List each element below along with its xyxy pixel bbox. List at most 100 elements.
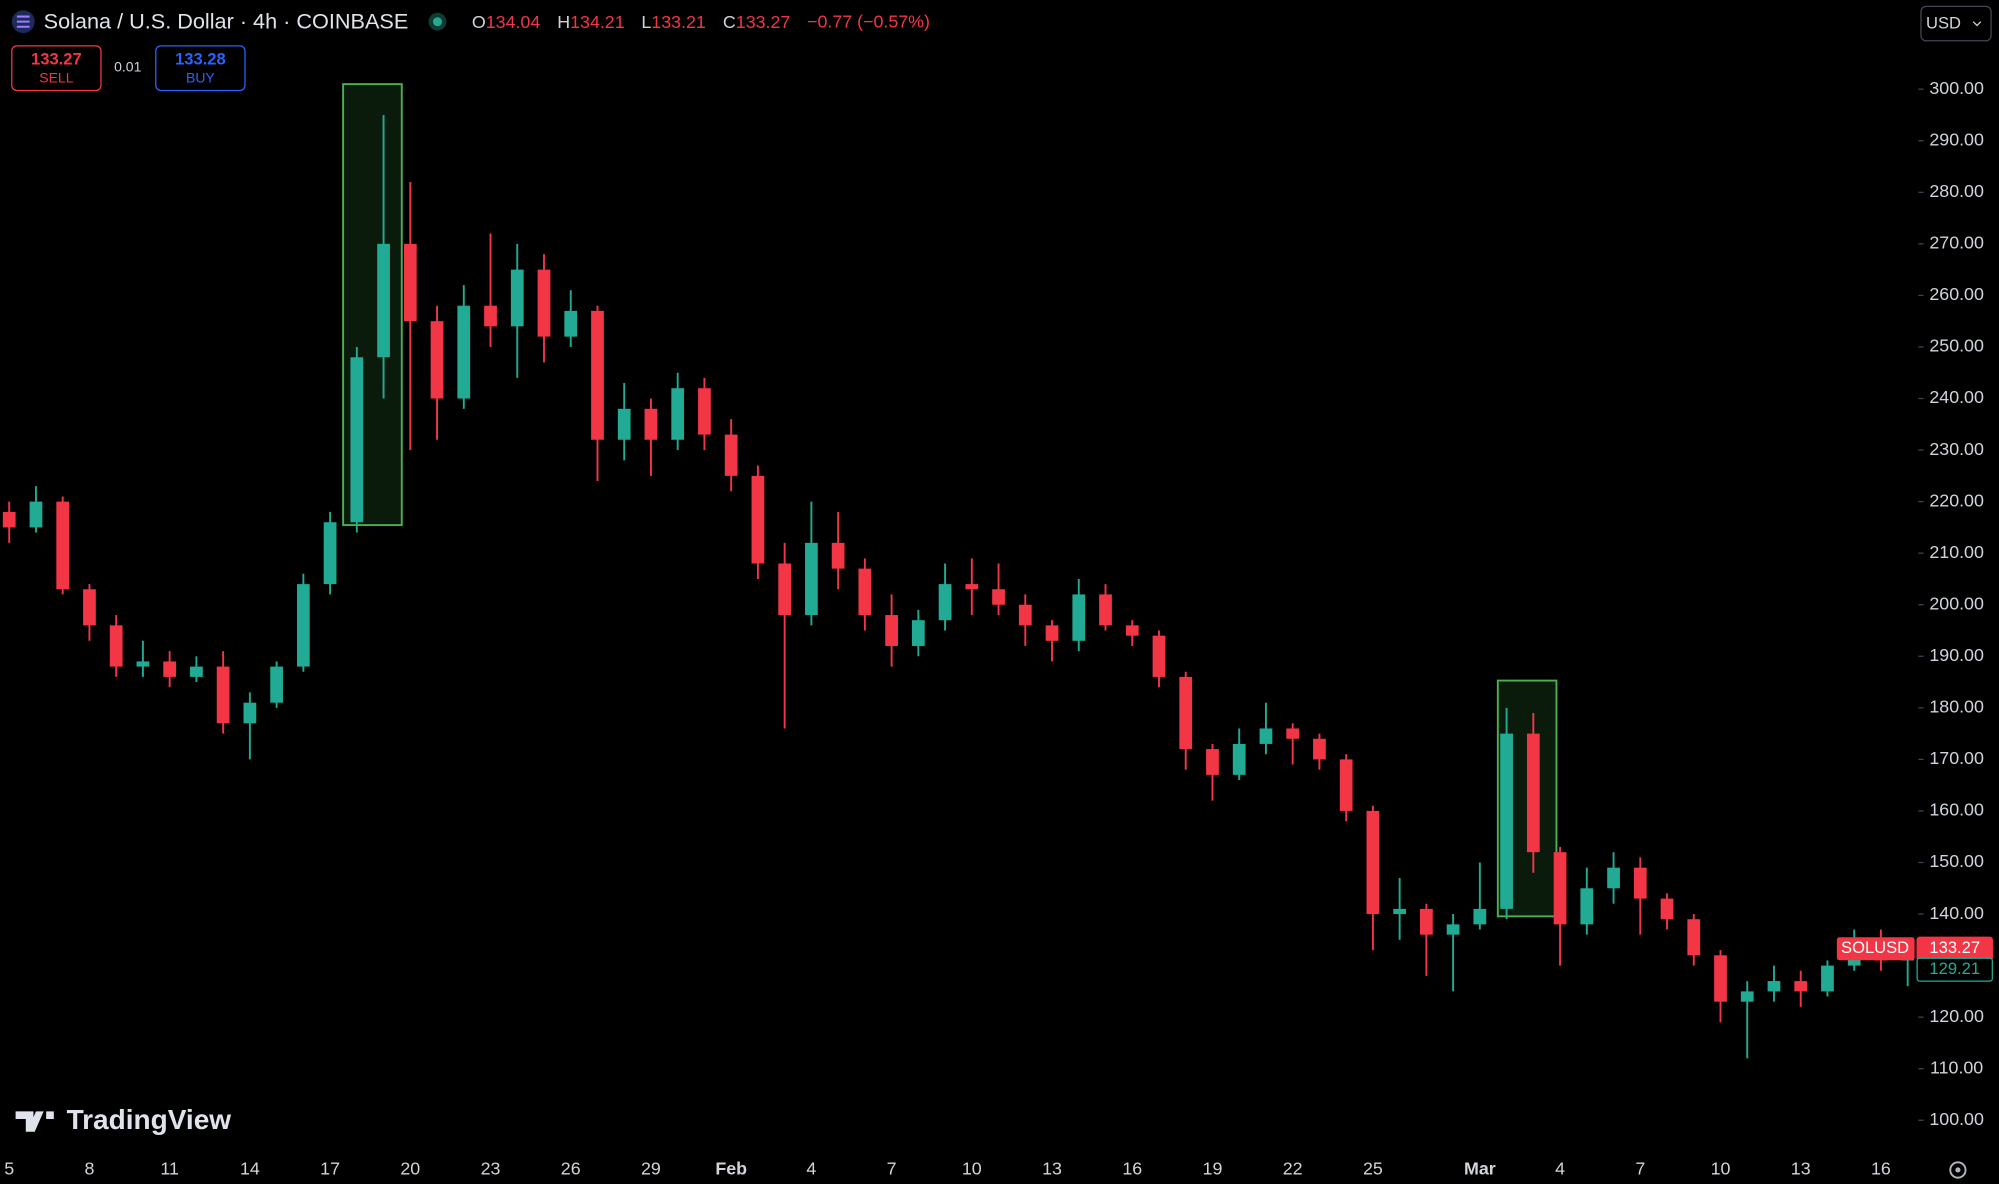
ohlc-value: 133.21	[651, 12, 706, 32]
ohlc-close: C133.27	[723, 12, 790, 32]
plot-area: 100.00110.00120.00130.00140.00150.00160.…	[2, 78, 1984, 1179]
x-tick-label: 5	[4, 1159, 14, 1179]
candle-body	[323, 522, 337, 585]
x-tick-label: 23	[481, 1159, 501, 1179]
symbol-title: Solana / U.S. Dollar · 4h · COINBASE	[44, 9, 409, 34]
candle-body	[1633, 867, 1647, 899]
sell-button[interactable]: 133.27 SELL	[11, 45, 102, 92]
candle-body	[1714, 955, 1727, 1002]
ohlc-open: O134.04	[472, 12, 540, 32]
y-tick-label: 110.00	[1930, 1057, 1983, 1077]
candle-body	[1125, 625, 1139, 636]
candle-body	[885, 615, 898, 646]
y-tick-label: 180.00	[1929, 697, 1984, 717]
y-tick-label: 240.00	[1929, 387, 1984, 407]
buy-label[interactable]: BUY	[186, 70, 215, 86]
ohlc-label: L	[641, 12, 651, 32]
x-tick-label: 10	[962, 1159, 982, 1179]
currency-frame[interactable]	[1920, 5, 1992, 42]
candle-body	[1767, 981, 1781, 992]
x-tick-label: 13	[1791, 1159, 1811, 1179]
ohlc-value: 133.27	[736, 12, 791, 32]
candle-body	[1366, 810, 1380, 915]
candle-body	[1206, 749, 1219, 775]
candle-body	[296, 584, 310, 667]
candle-body	[1687, 919, 1701, 956]
candle-body	[1099, 594, 1112, 626]
price-tag-name: SOLUSD	[1841, 938, 1909, 957]
candle-body	[751, 475, 765, 564]
candle-body	[83, 589, 96, 626]
candle-body	[1607, 867, 1620, 889]
candle-body	[1045, 625, 1059, 641]
ohlc-label: C	[723, 12, 736, 32]
candle-body	[484, 305, 497, 327]
brand-logo	[15, 1111, 54, 1132]
candle-body	[1232, 743, 1246, 775]
candle-body	[270, 666, 283, 703]
candle-body	[403, 243, 417, 322]
candle-body	[56, 501, 70, 590]
candle-body	[2, 511, 16, 528]
sell-label[interactable]: SELL	[39, 70, 73, 86]
x-tick-label: 10	[1711, 1159, 1731, 1179]
candle-body	[430, 321, 444, 399]
settings-icon[interactable]	[1949, 1161, 1967, 1179]
y-tick-label: 190.00	[1929, 645, 1984, 665]
candle-body	[537, 269, 551, 337]
y-tick-label: 270.00	[1929, 233, 1984, 253]
price-tag-value: 129.21	[1929, 959, 1980, 978]
candle-body	[457, 305, 471, 399]
x-tick-label: 7	[887, 1159, 897, 1179]
y-tick-label: 290.00	[1929, 129, 1984, 149]
dropdown-caret[interactable]	[1972, 21, 1982, 27]
settings-icon-center[interactable]	[1955, 1167, 1961, 1173]
currency-dropdown[interactable]: USD	[1920, 5, 1992, 42]
currency-label[interactable]: USD	[1926, 14, 1961, 33]
sell-price[interactable]: 133.27	[31, 49, 82, 68]
candle-body	[1259, 728, 1273, 744]
buy-button-frame[interactable]	[155, 45, 246, 92]
y-tick-label: 140.00	[1929, 903, 1984, 923]
x-tick-label: 13	[1042, 1159, 1062, 1179]
candle-body	[1446, 924, 1460, 935]
x-tick-label: 11	[160, 1159, 179, 1179]
candle-body	[350, 357, 364, 523]
x-tick-label: 8	[84, 1159, 94, 1179]
candle-body	[243, 702, 257, 724]
candle-body	[1339, 759, 1353, 811]
x-tick-label: 4	[806, 1159, 816, 1179]
candle-body	[1286, 728, 1300, 739]
x-tick-label: 29	[641, 1159, 661, 1179]
buy-button[interactable]: 133.28 BUY	[155, 45, 246, 92]
x-tick-label: 16	[1122, 1159, 1142, 1179]
candle-body	[1018, 604, 1032, 626]
sell-button-frame[interactable]	[11, 45, 102, 92]
candle-body	[1313, 738, 1326, 760]
x-tick-label: 20	[400, 1159, 420, 1179]
candle-body	[1072, 594, 1086, 641]
candle-body	[216, 666, 230, 724]
candle-body	[965, 584, 979, 590]
candle-body	[163, 661, 177, 677]
candle-body	[564, 310, 578, 337]
candle-body	[1580, 888, 1594, 925]
candle-body	[778, 563, 792, 616]
symbol-icon-mark	[16, 15, 30, 28]
price-tag-box	[1916, 957, 1993, 982]
candle-body	[510, 269, 524, 327]
y-tick-label: 160.00	[1929, 800, 1984, 820]
candle-body	[805, 542, 818, 616]
x-tick-label: 19	[1203, 1159, 1223, 1179]
ohlc-label: H	[557, 12, 570, 32]
candle-body	[1740, 991, 1754, 1002]
candle-body	[644, 408, 658, 440]
x-tick-label: 17	[320, 1159, 340, 1179]
x-tick-label: 16	[1871, 1159, 1891, 1179]
y-tick-label: 250.00	[1929, 336, 1984, 356]
y-tick-label: 150.00	[1929, 851, 1984, 871]
buy-price[interactable]: 133.28	[175, 49, 226, 68]
y-tick-label: 170.00	[1929, 748, 1984, 768]
brand-name: TradingView	[67, 1104, 232, 1135]
